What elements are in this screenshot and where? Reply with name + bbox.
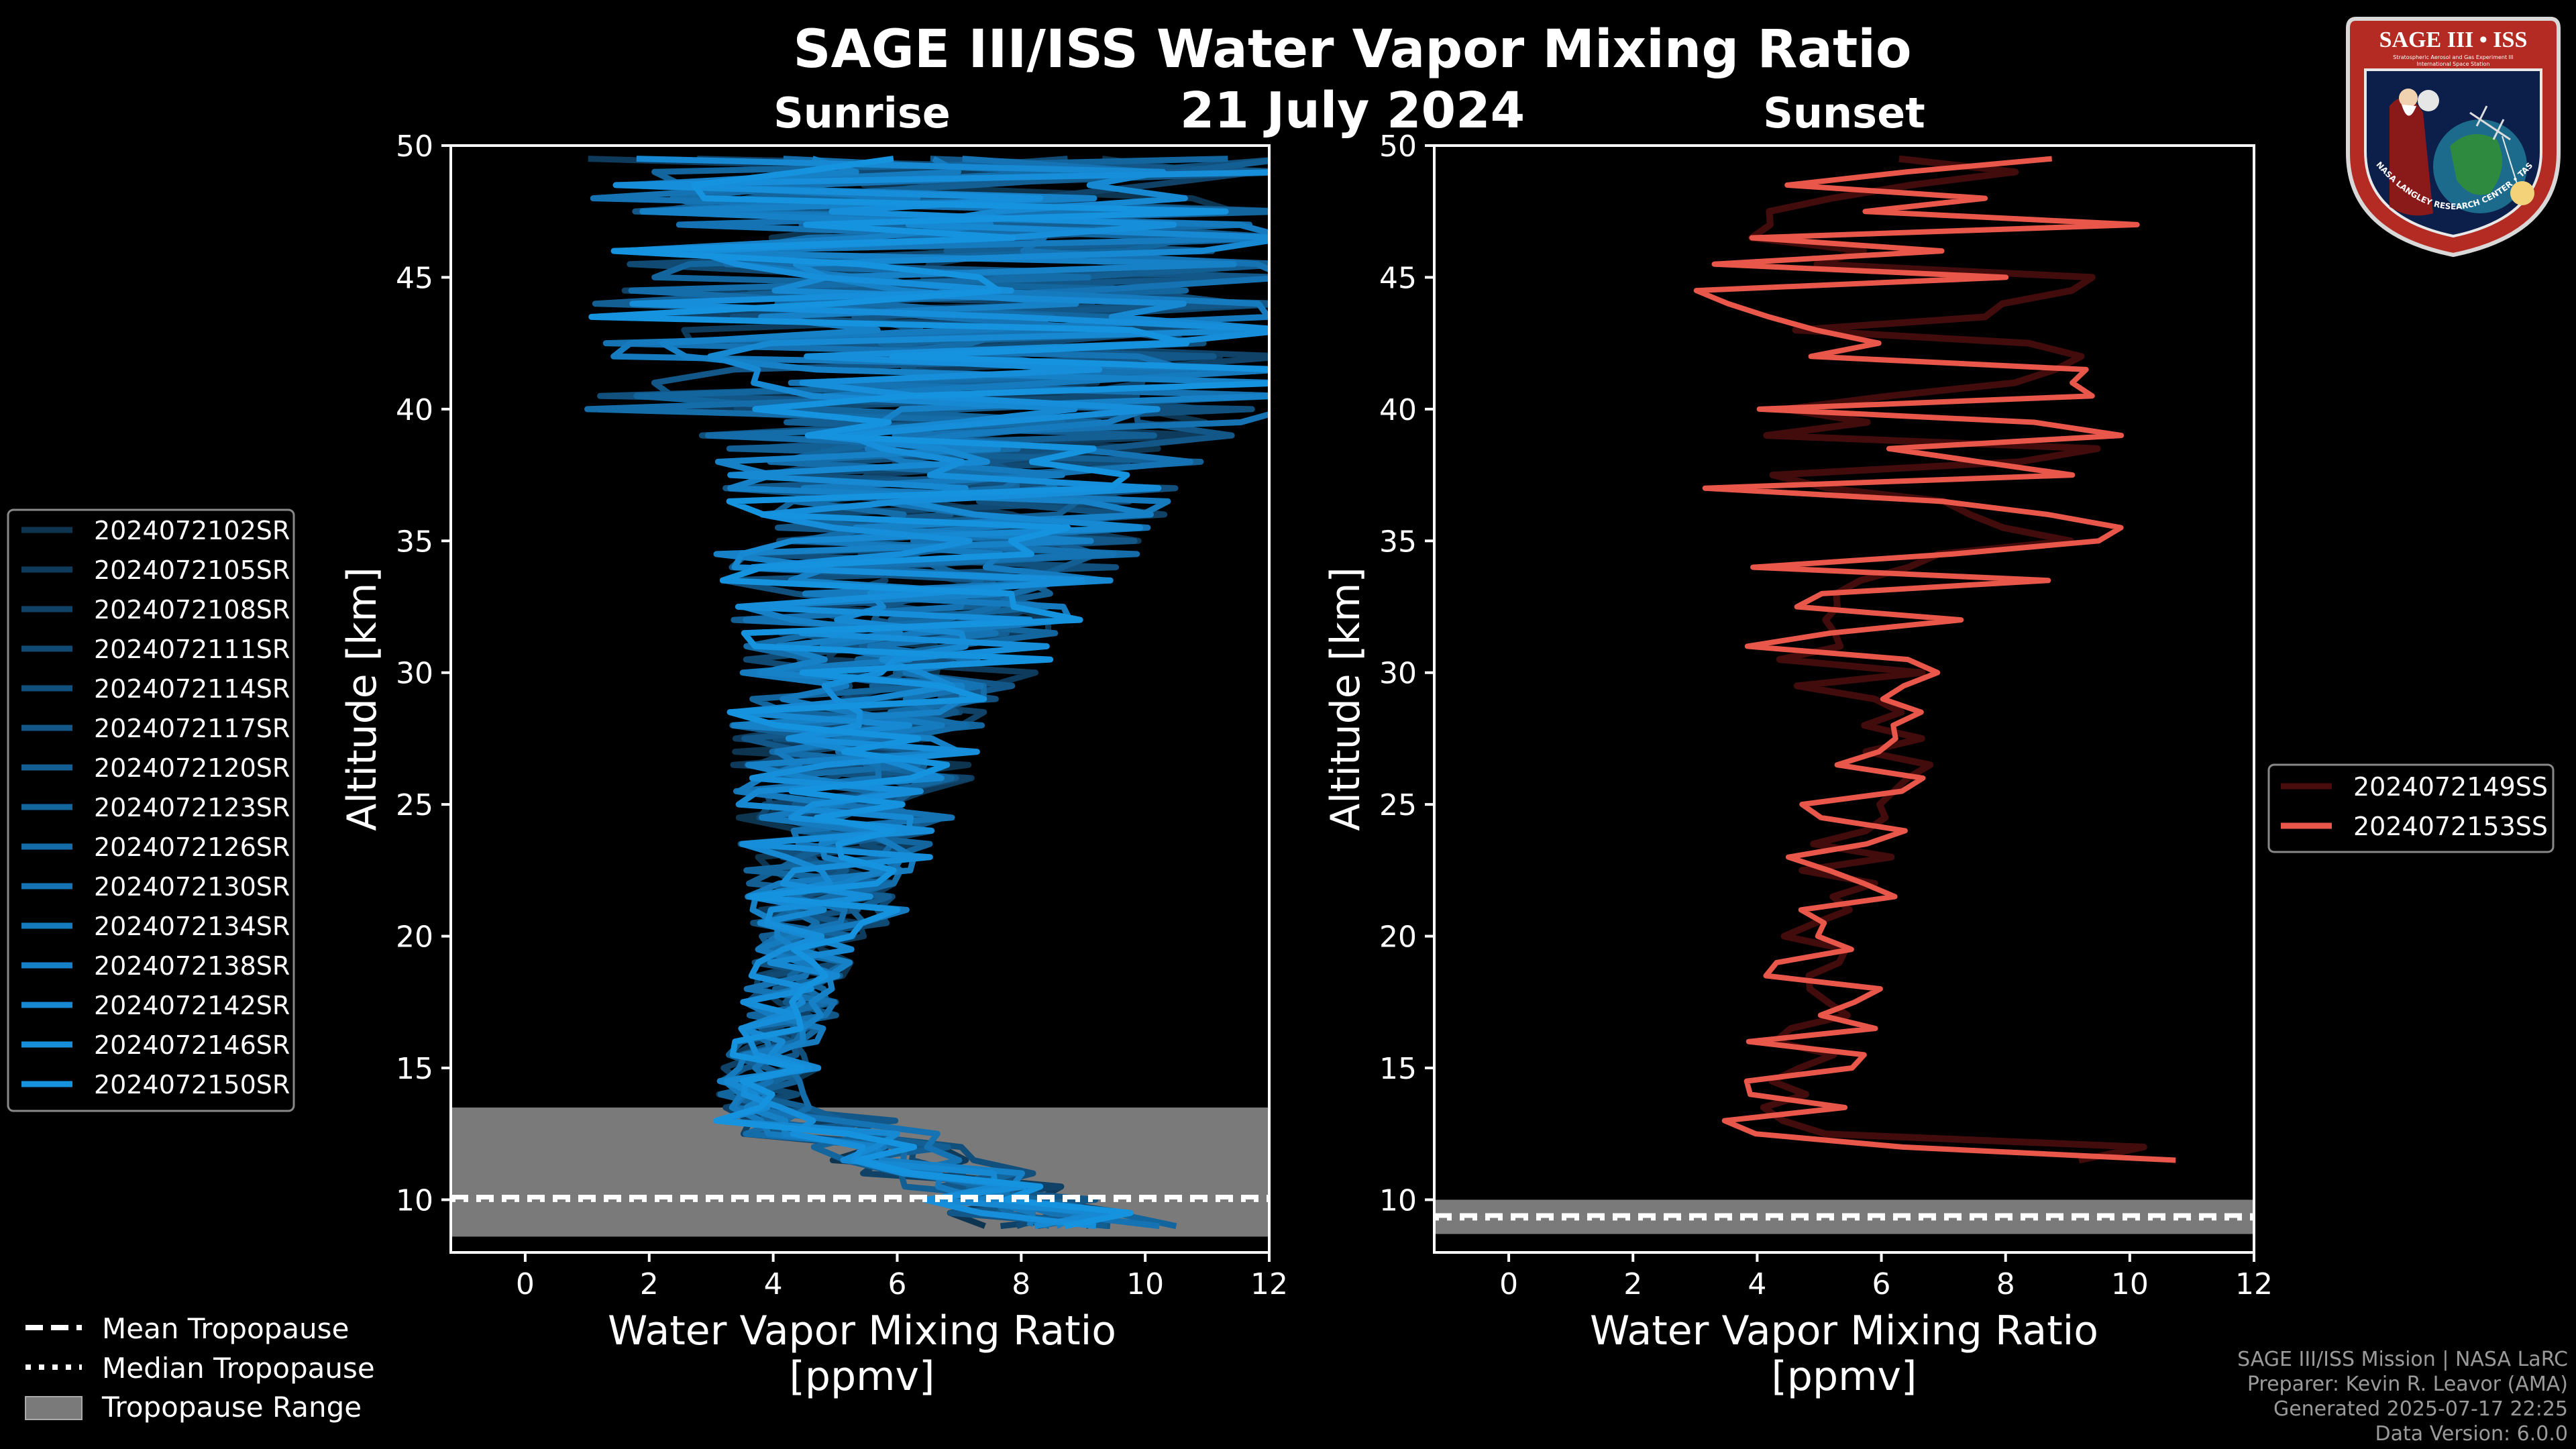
sunset-legend-label: 2024072153SS [2353,812,2548,841]
sunset-ytick-label: 10 [1379,1183,1417,1218]
sunrise-ytick-label: 10 [396,1183,433,1218]
sunrise-ytick-label: 25 [396,788,433,822]
astronomer-figure-icon [2390,97,2433,216]
sunrise-ytick-label: 30 [396,657,433,691]
sunrise-panel: 0 2 4 6 8 10 12 10 15 20 25 30 35 40 45 50 Water Vapor … [339,129,1288,1400]
sunrise-series-2024072150SR [588,156,1269,1230]
sunset-axes-frame [1433,144,2255,1254]
sunset-series-2024072153SS [1693,156,2176,1163]
credit-generated: Generated 2025-07-17 22:25 [2273,1397,2568,1421]
credit-mission: SAGE III/ISS Mission | NASA LaRC [2237,1348,2568,1371]
sunset-xtick-label: 4 [1748,1267,1766,1301]
sunset-legend-frame [2267,763,2555,853]
logo-subtitle-1: Stratospheric Aerosol and Gas Experiment… [2393,54,2513,60]
logo-top-text: SAGE III • ISS [2379,28,2528,52]
sunset-panel: 0 2 4 6 8 10 12 10 15 20 25 30 35 40 45 50 Water Vapor … [1322,129,2273,1400]
iss-station-icon [2469,105,2511,141]
sunset-xlabel-line1: Water Vapor Mixing Ratio [1590,1307,2098,1354]
sun-icon [2510,181,2534,205]
sunrise-legend-label: 2024072134SR [94,912,290,941]
sunrise-legend-label: 2024072142SR [94,991,290,1020]
moon-icon [2418,90,2439,111]
sunset-ylabel: Altitude [km] [1322,567,1369,831]
tropopause-legend: Mean Tropopause Median Tropopause Tropop… [25,1312,375,1424]
sunrise-ytick-label: 45 [396,261,433,295]
sunset-xtick-label: 0 [1499,1267,1518,1301]
sunrise-xtick-label: 8 [1012,1267,1030,1301]
sunrise-legend-label: 2024072150SR [94,1070,290,1099]
sunrise-legend-label: 2024072105SR [94,555,290,585]
sunrise-ytick-label: 20 [396,920,433,955]
sunset-plot-area [1434,146,2254,1252]
tropopause-range-label: Tropopause Range [101,1391,362,1424]
sage-mission-logo: SAGE III • ISS Stratospheric Aerosol and… [2343,12,2561,258]
sunset-ytick-label: 20 [1379,920,1417,955]
sunrise-series-2024072142SR [636,156,1269,1230]
sunrise-legend-label: 2024072146SR [94,1030,290,1060]
sunset-ytick-label: 45 [1379,261,1417,295]
median-tropopause-label: Median Tropopause [102,1352,375,1385]
sunrise-legend-label: 2024072130SR [94,872,290,902]
sunrise-xtick-label: 0 [516,1267,535,1301]
sunrise-series-2024072146SR [612,169,1269,1230]
figure-date: 21 July 2024 [1180,82,1525,140]
sunrise-legend-label: 2024072114SR [94,674,290,704]
credit-preparer: Preparer: Kevin R. Leavor (AMA) [2247,1373,2568,1396]
sunrise-legend: 2024072102SR 2024072105SR 2024072108SR 2024… [7,508,295,1112]
sunrise-legend-label: 2024072102SR [94,516,290,545]
logo-subtitle-2: International Space Station [2417,61,2490,67]
sunset-series-2024072149SS [1748,155,2147,1164]
sunset-xtick-label: 2 [1623,1267,1642,1301]
sunrise-legend-label: 2024072126SR [94,833,290,862]
sunrise-legend-label: 2024072138SR [94,951,290,981]
sunset-legend-label: 2024072149SS [2353,772,2548,802]
sunrise-ytick-label: 15 [396,1052,433,1086]
credit-version: Data Version: 6.0.0 [2375,1422,2568,1446]
sunrise-xtick-label: 2 [640,1267,659,1301]
sunrise-ytick-label: 35 [396,525,433,559]
sunset-ytick-label: 25 [1379,788,1417,822]
sunrise-ytick-label: 50 [396,129,433,164]
sunset-ytick-label: 30 [1379,657,1417,691]
credits: SAGE III/ISS Mission | NASA LaRC Prepare… [2237,1348,2568,1446]
sunrise-legend-label: 2024072120SR [94,753,290,783]
sunset-xlabel-line2: [ppmv] [1772,1353,1917,1400]
sunrise-legend-label: 2024072123SR [94,793,290,822]
sunset-ytick-label: 40 [1379,393,1417,427]
sunrise-ylabel: Altitude [km] [339,567,386,831]
sunrise-xtick-label: 4 [764,1267,783,1301]
sunset-legend: 2024072149SS 2024072153SS [2267,763,2555,853]
sunrise-legend-label: 2024072108SR [94,595,290,625]
sunset-xtick-label: 12 [2235,1267,2273,1301]
sunrise-legend-frame [7,508,295,1112]
sunset-panel-title: Sunset [1763,89,1925,138]
sunrise-xtick-label: 6 [888,1267,906,1301]
sunset-xtick-label: 8 [1996,1267,2015,1301]
sunrise-xtick-label: 12 [1250,1267,1288,1301]
sunrise-xtick-label: 10 [1126,1267,1164,1301]
sunrise-xlabel-line2: [ppmv] [790,1353,935,1400]
mean-tropopause-label: Mean Tropopause [102,1312,349,1345]
sunset-ytick-label: 35 [1379,525,1417,559]
sunrise-legend-label: 2024072111SR [94,635,290,664]
sunrise-axes-frame [449,144,1271,1254]
sunrise-ytick-label: 40 [396,393,433,427]
sunrise-legend-label: 2024072117SR [94,714,290,743]
sunset-xtick-label: 10 [2111,1267,2149,1301]
tropopause-range-swatch [25,1396,83,1420]
figure-title: SAGE III/ISS Water Vapor Mixing Ratio [793,19,1911,80]
sunrise-xlabel-line1: Water Vapor Mixing Ratio [608,1307,1116,1354]
sunset-ytick-label: 50 [1379,129,1417,164]
sunset-ytick-label: 15 [1379,1052,1417,1086]
sunset-xtick-label: 6 [1872,1267,1891,1301]
sunrise-panel-title: Sunrise [773,89,951,138]
